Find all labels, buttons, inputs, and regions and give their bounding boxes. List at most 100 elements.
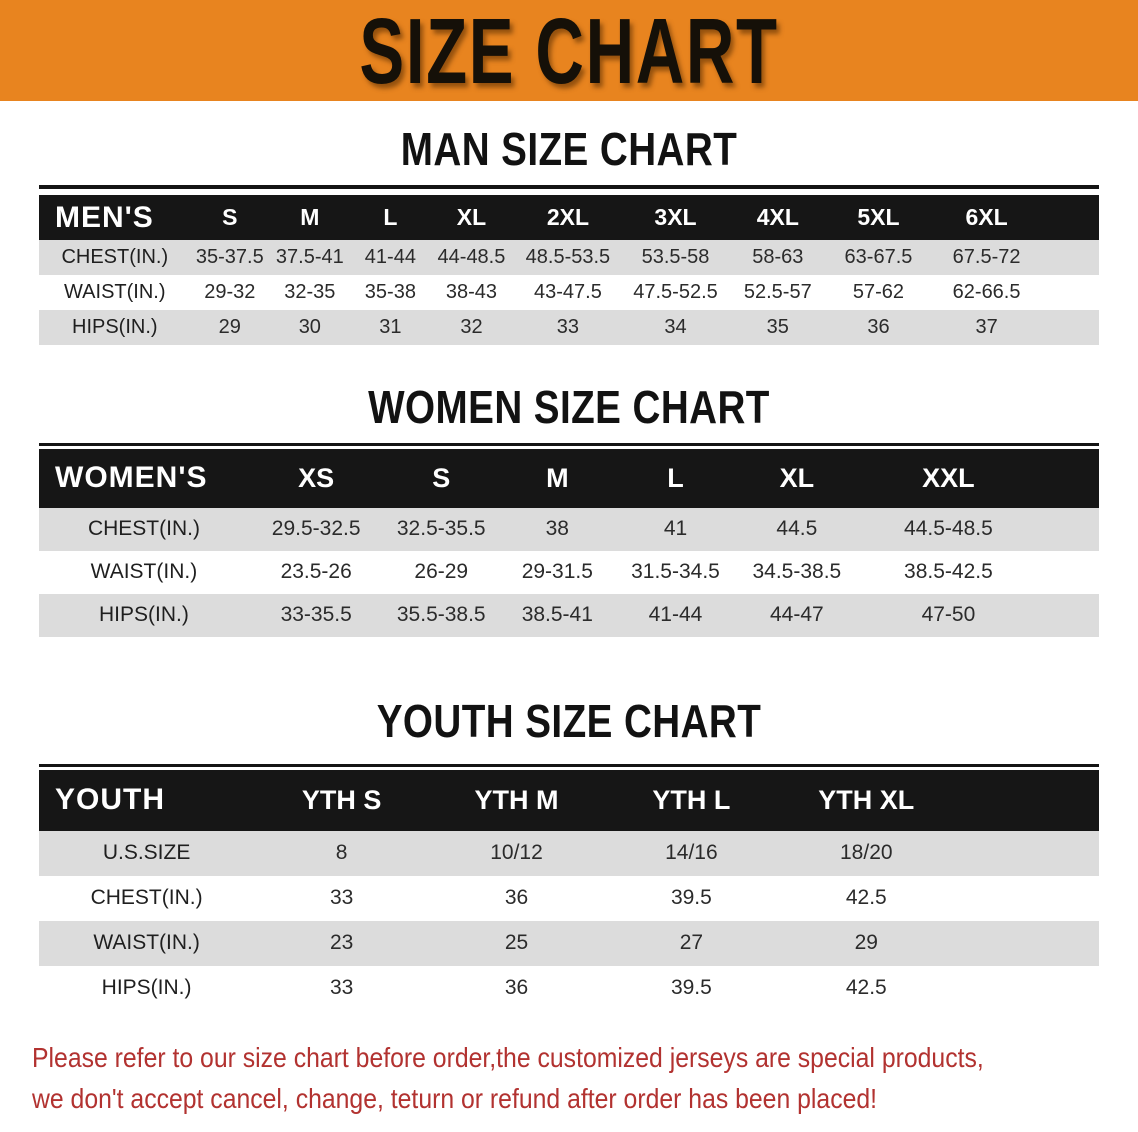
- men-chest-row: CHEST(IN.) 35-37.5 37.5-41 41-44 44-48.5…: [39, 240, 1099, 276]
- men-corner-label: MEN'S: [39, 195, 191, 241]
- size-value-cell: 14/16: [603, 830, 779, 876]
- size-value-cell: 29: [778, 920, 954, 966]
- size-value-cell: 36: [429, 965, 604, 1011]
- youth-corner-label: YOUTH: [39, 769, 255, 831]
- size-value-cell: 35-38: [350, 275, 431, 311]
- notice-line-2: we don't accept cancel, change, teturn o…: [31, 1082, 877, 1114]
- men-table-top-rule: [39, 185, 1099, 190]
- size-value-cell: 53.5-58: [623, 240, 728, 276]
- size-column-header: 4XL: [727, 195, 828, 241]
- measurement-row-label: CHEST(IN.): [39, 240, 191, 276]
- size-value-cell: 18/20: [778, 830, 954, 876]
- size-value-cell: 44.5: [735, 507, 859, 551]
- size-column-header: S: [190, 195, 270, 241]
- size-column-header: XS: [248, 448, 384, 508]
- size-value-cell: 41-44: [615, 593, 736, 637]
- filler-header-cell: [1038, 448, 1099, 508]
- size-value-cell: 23.5-26: [248, 550, 384, 594]
- size-value-cell: 35-37.5: [190, 240, 270, 276]
- filler-header-cell: [953, 769, 1099, 831]
- measurement-row-label: CHEST(IN.): [39, 507, 249, 551]
- notice-line-1: Please refer to our size chart before or…: [31, 1041, 984, 1073]
- size-value-cell: 67.5-72: [929, 240, 1044, 276]
- size-value-cell: 10/12: [429, 830, 604, 876]
- size-value-cell: 58-63: [727, 240, 828, 276]
- size-value-cell: 30: [269, 310, 351, 346]
- size-column-header: XL: [430, 195, 513, 241]
- youth-ussize-row: U.S.SIZE 8 10/12 14/16 18/20: [39, 830, 1099, 876]
- size-value-cell: 43-47.5: [512, 275, 624, 311]
- size-value-cell: 44-47: [735, 593, 859, 637]
- women-chest-row: CHEST(IN.) 29.5-32.5 32.5-35.5 38 41 44.…: [39, 507, 1099, 551]
- youth-table: YOUTH YTH S YTH M YTH L YTH XL U.S.SIZE …: [39, 769, 1099, 1011]
- size-value-cell: 39.5: [603, 965, 779, 1011]
- size-value-cell: 63-67.5: [827, 240, 930, 276]
- size-column-header: M: [499, 448, 616, 508]
- size-value-cell: 33-35.5: [248, 593, 384, 637]
- size-value-cell: 47-50: [858, 593, 1039, 637]
- size-value-cell: 38.5-42.5: [858, 550, 1039, 594]
- filler-cell: [953, 830, 1099, 876]
- size-value-cell: 62-66.5: [929, 275, 1044, 311]
- size-value-cell: 44-48.5: [430, 240, 513, 276]
- men-section-heading: MAN SIZE CHART: [400, 123, 738, 175]
- size-value-cell: 29-32: [190, 275, 270, 311]
- men-waist-row: WAIST(IN.) 29-32 32-35 35-38 38-43 43-47…: [39, 275, 1099, 311]
- measurement-row-label: HIPS(IN.): [39, 593, 249, 637]
- size-value-cell: 32-35: [269, 275, 351, 311]
- size-value-cell: 44.5-48.5: [858, 507, 1039, 551]
- men-table: MEN'S S M L XL 2XL 3XL 4XL 5XL 6XL CHEST…: [39, 195, 1099, 346]
- size-value-cell: 47.5-52.5: [623, 275, 728, 311]
- size-value-cell: 26-29: [383, 550, 500, 594]
- banner: SIZE CHART: [0, 0, 1138, 101]
- size-value-cell: 41-44: [350, 240, 431, 276]
- size-value-cell: 42.5: [778, 875, 954, 921]
- men-hips-row: HIPS(IN.) 29 30 31 32 33 34 35 36 37: [39, 310, 1099, 346]
- measurement-row-label: U.S.SIZE: [39, 830, 255, 876]
- filler-cell: [1038, 593, 1099, 637]
- size-column-header: XXL: [858, 448, 1039, 508]
- measurement-row-label: WAIST(IN.): [39, 275, 191, 311]
- youth-size-table: YOUTH YTH S YTH M YTH L YTH XL U.S.SIZE …: [39, 763, 1099, 1011]
- banner-title: SIZE CHART: [359, 0, 779, 103]
- size-column-header: YTH M: [429, 769, 604, 831]
- size-value-cell: 48.5-53.5: [512, 240, 624, 276]
- size-value-cell: 37: [929, 310, 1044, 346]
- size-value-cell: 57-62: [827, 275, 930, 311]
- women-hips-row: HIPS(IN.) 33-35.5 35.5-38.5 38.5-41 41-4…: [39, 593, 1099, 637]
- size-column-header: L: [615, 448, 736, 508]
- size-value-cell: 23: [254, 920, 430, 966]
- size-value-cell: 38: [499, 507, 616, 551]
- measurement-row-label: WAIST(IN.): [39, 920, 255, 966]
- size-value-cell: 27: [603, 920, 779, 966]
- size-column-header: YTH XL: [778, 769, 954, 831]
- filler-cell: [953, 920, 1099, 966]
- size-column-header: YTH L: [603, 769, 779, 831]
- size-value-cell: 33: [254, 875, 430, 921]
- size-column-header: 5XL: [827, 195, 930, 241]
- size-value-cell: 36: [429, 875, 604, 921]
- size-column-header: 3XL: [623, 195, 728, 241]
- size-value-cell: 31.5-34.5: [615, 550, 736, 594]
- size-value-cell: 34: [623, 310, 728, 346]
- measurement-row-label: WAIST(IN.): [39, 550, 249, 594]
- size-value-cell: 29.5-32.5: [248, 507, 384, 551]
- size-value-cell: 29-31.5: [499, 550, 616, 594]
- size-column-header: M: [269, 195, 351, 241]
- measurement-row-label: CHEST(IN.): [39, 875, 255, 921]
- men-size-table: MEN'S S M L XL 2XL 3XL 4XL 5XL 6XL CHEST…: [39, 185, 1099, 346]
- filler-cell: [1043, 310, 1099, 346]
- size-column-header: 2XL: [512, 195, 624, 241]
- women-size-table: WOMEN'S XS S M L XL XXL CHEST(IN.) 29.5-…: [39, 442, 1099, 637]
- size-value-cell: 25: [429, 920, 604, 966]
- youth-hips-row: HIPS(IN.) 33 36 39.5 42.5: [39, 965, 1099, 1011]
- women-section-heading: WOMEN SIZE CHART: [368, 381, 770, 434]
- size-value-cell: 29: [190, 310, 270, 346]
- size-column-header: L: [350, 195, 431, 241]
- size-value-cell: 35: [727, 310, 828, 346]
- size-value-cell: 8: [254, 830, 430, 876]
- youth-section-heading: YOUTH SIZE CHART: [376, 694, 762, 747]
- size-value-cell: 34.5-38.5: [735, 550, 859, 594]
- size-value-cell: 42.5: [778, 965, 954, 1011]
